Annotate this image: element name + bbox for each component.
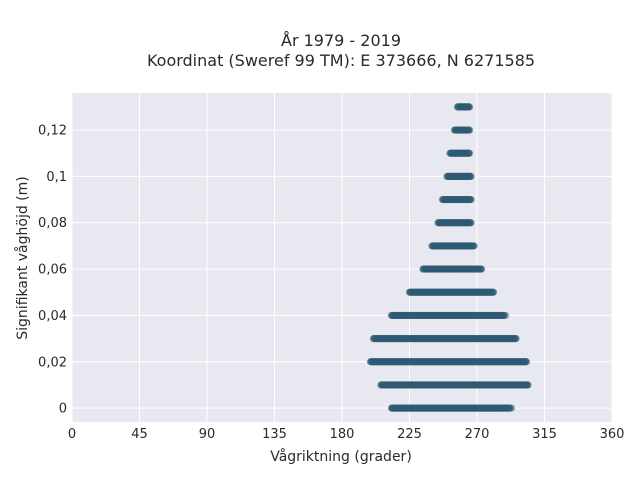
y-tick-label: 0,02 (38, 355, 67, 370)
x-axis-label: Vågriktning (grader) (270, 448, 412, 465)
x-tick-label: 360 (600, 427, 625, 442)
y-tick-label: 0,1 (46, 170, 67, 185)
data-point (477, 265, 486, 273)
data-point (489, 288, 498, 296)
x-tick-label: 45 (131, 427, 148, 442)
chart-title-line1: År 1979 - 2019 (281, 31, 401, 50)
y-tick-label: 0 (59, 402, 67, 417)
data-point (507, 404, 516, 412)
data-point (501, 311, 510, 320)
data-point (465, 126, 474, 134)
y-tick-label: 0,08 (38, 216, 67, 231)
tick-labels: 0 45 90 135 180 225 270 315 360 0 0,02 0,04 0,06 0,08… (38, 124, 624, 442)
data-point (467, 195, 475, 204)
x-tick-label: 90 (199, 427, 216, 442)
chart-title-line2: Koordinat (Sweref 99 TM): E 373666, N 62… (147, 51, 535, 70)
x-tick-label: 0 (68, 427, 76, 442)
y-axis-label: Signifikant våghöjd (m) (14, 176, 31, 339)
data-points (366, 103, 532, 412)
data-point (467, 219, 475, 227)
data-point (467, 172, 475, 181)
data-point (524, 381, 532, 389)
x-tick-label: 315 (532, 427, 557, 442)
y-tick-label: 0,06 (38, 263, 67, 278)
y-tick-label: 0,12 (38, 124, 67, 139)
data-point (512, 334, 520, 343)
y-tick-label: 0,04 (38, 309, 67, 324)
data-point (470, 242, 478, 250)
x-tick-label: 135 (262, 427, 287, 442)
x-tick-label: 180 (330, 427, 355, 442)
data-point (465, 149, 474, 157)
x-tick-label: 225 (397, 427, 422, 442)
data-point (465, 103, 474, 111)
x-tick-label: 270 (465, 427, 490, 442)
data-point (483, 404, 492, 412)
data-point (522, 358, 531, 366)
data-point (489, 404, 498, 412)
